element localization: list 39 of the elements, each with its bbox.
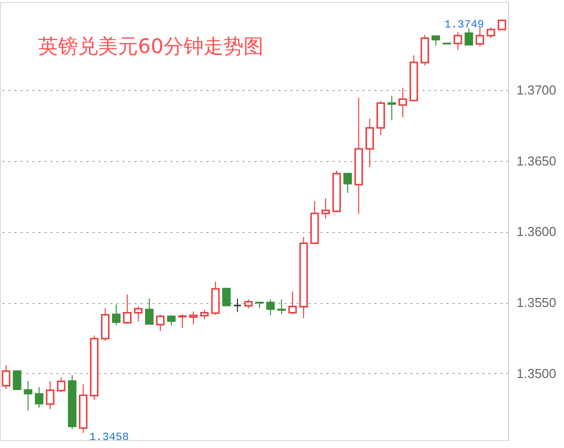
text: 英镑兑美元60分钟走势图: [38, 34, 264, 58]
candlestick: [398, 87, 408, 118]
y-tick-label: 1.3600: [516, 224, 556, 240]
candlestick: [178, 314, 187, 329]
candlestick: [498, 20, 506, 30]
candlestick: [34, 386, 44, 408]
candlestick: [343, 172, 352, 194]
candlestick: [464, 28, 474, 46]
candlestick: [46, 380, 54, 410]
candlestick: [100, 308, 110, 342]
y-tick-label: 1.3700: [516, 82, 556, 98]
candlestick: [476, 27, 484, 47]
candlestick: [277, 299, 286, 315]
candlestick: [321, 198, 330, 219]
candlestick: [134, 306, 143, 322]
candlestick: [387, 95, 396, 121]
y-tick-label: 1.3550: [516, 295, 556, 310]
candlestick: [222, 288, 231, 307]
candlestick: [454, 32, 462, 50]
annotation: 1.3749: [444, 19, 484, 32]
candlestick: [266, 299, 275, 316]
annotation: 1.3458: [89, 432, 129, 444]
y-tick-label: 1.3650: [516, 153, 556, 168]
candlestick: [167, 314, 176, 326]
candlestick: [233, 298, 242, 313]
candlestick: [112, 304, 121, 326]
candlestick: [156, 314, 165, 332]
candlestick: [365, 118, 374, 168]
candlestick: [288, 291, 297, 315]
candlestick: [189, 310, 198, 325]
candlestick: [486, 27, 496, 39]
candlestick: [12, 370, 22, 390]
candlestick: [145, 298, 154, 325]
candlestick: [432, 35, 440, 46]
candlestick: [56, 376, 66, 392]
candlestick: [200, 309, 209, 320]
y-tick-label: 1.3500: [516, 366, 556, 381]
candlestick: [123, 294, 132, 324]
candlestick: [24, 380, 32, 412]
